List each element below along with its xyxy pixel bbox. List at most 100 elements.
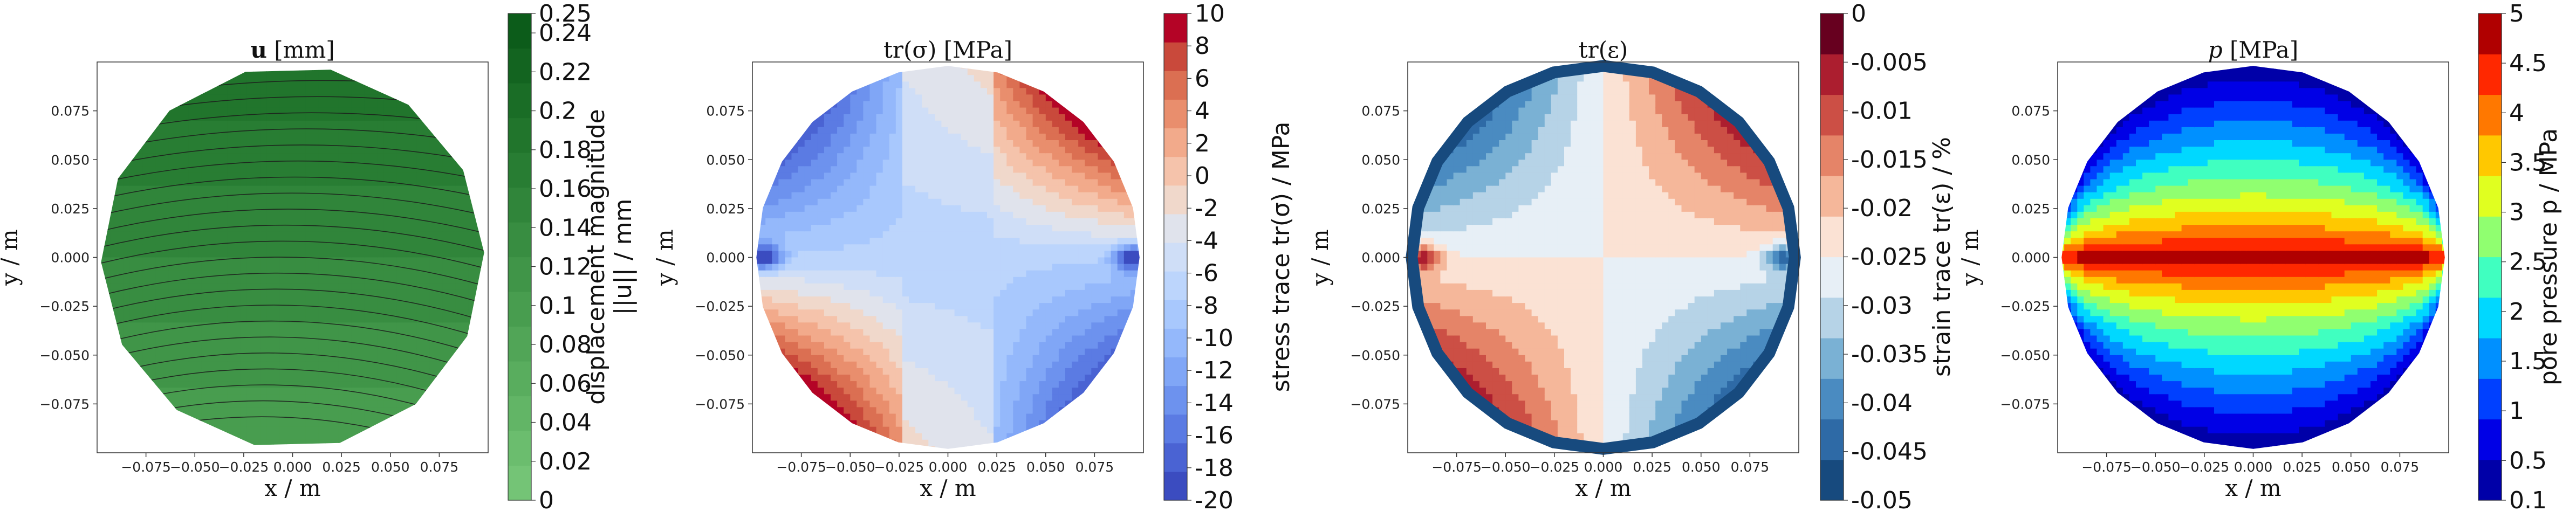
contour-cell xyxy=(117,160,124,167)
contour-cell xyxy=(175,62,182,69)
contour-cell xyxy=(332,153,339,161)
contour-cell xyxy=(246,322,254,330)
contour-cell xyxy=(155,244,163,252)
contour-cell xyxy=(455,361,463,369)
contour-cell xyxy=(804,140,812,147)
contour-cell xyxy=(201,277,209,284)
contour-cell xyxy=(175,257,182,265)
contour-cell xyxy=(876,75,883,82)
colorbar-segment xyxy=(508,396,531,431)
contour-cell xyxy=(273,185,280,193)
contour-cell xyxy=(377,303,385,310)
contour-cell xyxy=(246,257,254,265)
contour-cell xyxy=(168,185,176,193)
contour-cell xyxy=(837,420,844,427)
contour-cell xyxy=(882,68,890,75)
contour-cell xyxy=(850,329,858,336)
contour-cell xyxy=(215,446,222,453)
contour-cell xyxy=(351,107,359,115)
contour-cell xyxy=(798,238,805,245)
contour-cell xyxy=(462,407,469,415)
contour-cell xyxy=(785,81,792,89)
contour-cell xyxy=(162,270,169,278)
contour-cell xyxy=(436,413,443,421)
contour-cell xyxy=(168,283,176,291)
contour-cell xyxy=(305,368,313,375)
contour-cell xyxy=(831,160,838,167)
contour-cell xyxy=(358,296,365,303)
contour-cell xyxy=(182,303,189,310)
contour-cell xyxy=(785,400,792,408)
contour-cell xyxy=(475,316,482,323)
contour-cell xyxy=(857,329,864,336)
contour-cell xyxy=(129,75,137,82)
contour-cell xyxy=(390,244,398,252)
contour-cell xyxy=(117,192,124,199)
contour-cell xyxy=(756,244,759,252)
contour-cell xyxy=(195,172,202,180)
contour-cell xyxy=(475,257,482,265)
contour-cell xyxy=(110,257,118,265)
contour-cell xyxy=(254,198,261,206)
contour-cell xyxy=(403,127,410,134)
contour-cell xyxy=(863,381,871,388)
contour-cell xyxy=(850,133,858,141)
contour-cell xyxy=(214,244,222,252)
contour-cell xyxy=(423,303,430,310)
contour-cell xyxy=(811,211,818,219)
contour-cell xyxy=(817,179,825,187)
contour-cell xyxy=(756,277,759,284)
contour-cell xyxy=(175,270,182,278)
contour-cell xyxy=(481,147,484,154)
contour-cell xyxy=(876,342,883,349)
contour-cell xyxy=(396,413,404,421)
contour-cell xyxy=(798,316,805,323)
contour-cell xyxy=(791,114,799,121)
contour-cell xyxy=(318,283,326,291)
contour-cell xyxy=(390,270,398,278)
contour-cell xyxy=(182,316,189,323)
contour-cell xyxy=(136,172,143,180)
contour-cell xyxy=(168,192,176,199)
contour-cell xyxy=(123,413,131,421)
contour-cell xyxy=(273,309,280,317)
contour-cell xyxy=(338,211,345,219)
contour-cell xyxy=(817,296,825,303)
contour-cell xyxy=(811,140,818,147)
contour-cell xyxy=(246,140,254,147)
contour-cell xyxy=(778,81,786,89)
contour-cell xyxy=(857,147,864,154)
contour-cell xyxy=(844,160,851,167)
contour-cell xyxy=(837,185,844,193)
contour-cell xyxy=(811,205,818,212)
contour-cell xyxy=(325,133,332,141)
contour-cell xyxy=(429,94,437,102)
contour-cell xyxy=(396,251,404,258)
contour-cell xyxy=(462,114,469,121)
contour-cell xyxy=(240,147,248,154)
contour-cell xyxy=(785,283,792,291)
contour-cell xyxy=(182,114,189,121)
contour-cell xyxy=(377,185,385,193)
contour-cell xyxy=(410,147,417,154)
contour-cell xyxy=(475,335,482,343)
contour-cell xyxy=(325,329,332,336)
contour-cell xyxy=(162,70,169,75)
contour-cell xyxy=(455,225,463,232)
contour-cell xyxy=(817,160,825,167)
contour-cell xyxy=(850,81,858,89)
contour-cell xyxy=(104,264,111,271)
contour-cell xyxy=(765,244,773,252)
contour-cell xyxy=(442,179,450,187)
contour-cell xyxy=(756,257,759,265)
contour-cell xyxy=(423,107,430,115)
contour-cell xyxy=(273,407,280,415)
contour-cell xyxy=(117,316,124,323)
contour-cell xyxy=(208,192,215,199)
contour-cell xyxy=(142,309,150,317)
contour-cell xyxy=(266,426,274,434)
contour-cell xyxy=(772,66,779,69)
contour-cell xyxy=(299,114,306,121)
contour-cell xyxy=(195,322,202,330)
contour-cell xyxy=(410,420,417,427)
